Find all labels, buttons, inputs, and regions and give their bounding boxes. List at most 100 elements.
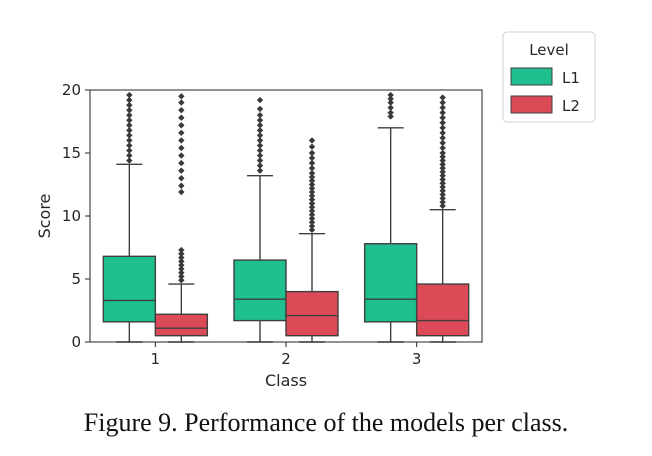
outlier-l2-class-3 bbox=[439, 168, 446, 176]
outlier-l1-class-1 bbox=[126, 137, 133, 144]
outlier-l2-class-3 bbox=[439, 180, 446, 187]
outlier-l1-class-1 bbox=[126, 112, 133, 119]
legend-swatch-l2 bbox=[510, 95, 553, 114]
outlier-l2-class-3 bbox=[439, 139, 446, 147]
outlier-l1-class-1 bbox=[126, 117, 133, 124]
y-axis-label: Score bbox=[35, 194, 54, 239]
outlier-l1-class-2 bbox=[256, 162, 264, 169]
outlier-l2-class-2 bbox=[308, 159, 316, 167]
outlier-l1-class-3 bbox=[387, 95, 394, 103]
legend-swatch-l1 bbox=[510, 67, 553, 86]
y-tick-label: 15 bbox=[62, 144, 81, 162]
outlier-l2-class-3 bbox=[439, 153, 446, 160]
x-axis-label: Class bbox=[265, 371, 307, 390]
legend-label-l1: L1 bbox=[562, 69, 580, 87]
outlier-l2-class-1 bbox=[178, 188, 185, 196]
outlier-l2-class-3 bbox=[439, 164, 446, 172]
outlier-l2-class-1 bbox=[178, 182, 185, 189]
outlier-l1-class-1 bbox=[126, 96, 133, 104]
outlier-l2-class-1 bbox=[178, 269, 185, 276]
outlier-l2-class-2 bbox=[308, 164, 316, 172]
outlier-l1-class-3 bbox=[387, 109, 394, 116]
y-tick-label: 10 bbox=[62, 207, 81, 225]
figure-caption: Figure 9. Performance of the models per … bbox=[83, 408, 569, 437]
outlier-l1-class-1 bbox=[126, 101, 133, 109]
outlier-l2-class-3 bbox=[439, 195, 446, 202]
outlier-l1-class-2 bbox=[256, 112, 264, 119]
outlier-l1-class-1 bbox=[126, 147, 133, 154]
outlier-l2-class-3 bbox=[439, 149, 446, 157]
outlier-l2-class-1 bbox=[178, 265, 185, 273]
outlier-l1-class-1 bbox=[126, 132, 133, 139]
outlier-l2-class-3 bbox=[439, 109, 446, 116]
outlier-l2-class-2 bbox=[308, 219, 316, 226]
outlier-l2-class-3 bbox=[439, 114, 446, 121]
outlier-l2-class-2 bbox=[308, 177, 316, 184]
outlier-l1-class-1 bbox=[126, 157, 133, 164]
plot-area bbox=[102, 91, 470, 343]
axes: 0 5 10 15 20 1 2 3 bbox=[62, 81, 483, 368]
outlier-l2-class-3 bbox=[439, 129, 446, 137]
outlier-l2-class-1 bbox=[178, 106, 185, 114]
outlier-l2-class-2 bbox=[308, 226, 316, 234]
outlier-l2-class-2 bbox=[308, 185, 316, 192]
outlier-l1-class-2 bbox=[256, 122, 264, 129]
outlier-l2-class-3 bbox=[439, 119, 446, 126]
outlier-l1-class-3 bbox=[387, 113, 394, 120]
outlier-l1-class-2 bbox=[256, 127, 264, 134]
outlier-l2-class-2 bbox=[308, 149, 316, 157]
outlier-l1-class-2 bbox=[256, 167, 264, 174]
outlier-l2-class-1 bbox=[178, 277, 185, 284]
outlier-l2-class-1 bbox=[178, 159, 185, 167]
box-l1-class-3 bbox=[363, 243, 418, 323]
outlier-l2-class-2 bbox=[308, 143, 316, 150]
box-l2-class-3 bbox=[415, 283, 470, 337]
outlier-l2-class-1 bbox=[178, 114, 185, 121]
outlier-l2-class-2 bbox=[308, 207, 316, 215]
y-tick-label: 0 bbox=[71, 333, 81, 351]
outlier-l2-class-1 bbox=[178, 137, 185, 144]
outlier-l2-class-3 bbox=[439, 198, 446, 206]
outlier-l1-class-1 bbox=[126, 127, 133, 134]
outlier-l1-class-1 bbox=[126, 152, 133, 159]
outlier-l2-class-3 bbox=[439, 124, 446, 131]
outlier-l2-class-1 bbox=[178, 254, 185, 261]
outlier-l2-class-3 bbox=[439, 94, 446, 101]
box-l1-class-1 bbox=[102, 255, 157, 323]
outlier-l2-class-1 bbox=[178, 175, 185, 182]
legend-title: Level bbox=[529, 41, 569, 59]
outlier-l1-class-2 bbox=[256, 132, 264, 139]
outlier-l2-class-2 bbox=[308, 173, 316, 181]
box-l2-class-2 bbox=[285, 290, 339, 337]
outlier-l2-class-3 bbox=[439, 202, 446, 210]
outlier-l1-class-2 bbox=[256, 96, 264, 104]
outlier-l2-class-1 bbox=[178, 144, 185, 152]
box-l1-class-2 bbox=[233, 259, 287, 322]
outlier-l2-class-2 bbox=[308, 196, 316, 203]
outlier-l2-class-3 bbox=[439, 134, 446, 142]
outlier-l1-class-1 bbox=[126, 122, 133, 129]
outlier-l2-class-2 bbox=[308, 181, 316, 188]
outlier-l2-class-3 bbox=[439, 144, 446, 152]
outlier-l1-class-3 bbox=[387, 91, 394, 99]
outlier-l1-class-2 bbox=[256, 105, 264, 113]
outlier-l2-class-2 bbox=[308, 188, 316, 196]
outlier-l2-class-1 bbox=[178, 152, 185, 159]
outlier-l1-class-2 bbox=[256, 147, 264, 154]
box-l2-class-1 bbox=[154, 313, 209, 337]
outlier-l2-class-2 bbox=[308, 215, 316, 222]
outlier-l2-class-3 bbox=[439, 176, 446, 183]
outlier-l2-class-3 bbox=[439, 191, 446, 198]
outlier-l2-class-3 bbox=[439, 99, 446, 106]
outlier-l1-class-3 bbox=[387, 99, 394, 106]
outlier-l2-class-2 bbox=[308, 192, 316, 200]
legend-label-l2: L2 bbox=[562, 97, 580, 115]
outlier-l1-class-2 bbox=[256, 142, 264, 149]
outlier-l2-class-3 bbox=[439, 187, 446, 194]
outlier-l2-class-2 bbox=[308, 211, 316, 218]
outlier-l2-class-3 bbox=[439, 172, 446, 179]
outlier-l2-class-2 bbox=[308, 200, 316, 207]
x-tick-label: 1 bbox=[151, 350, 161, 368]
legend: Level L1 L2 bbox=[502, 31, 596, 123]
outlier-l2-class-2 bbox=[308, 154, 316, 162]
